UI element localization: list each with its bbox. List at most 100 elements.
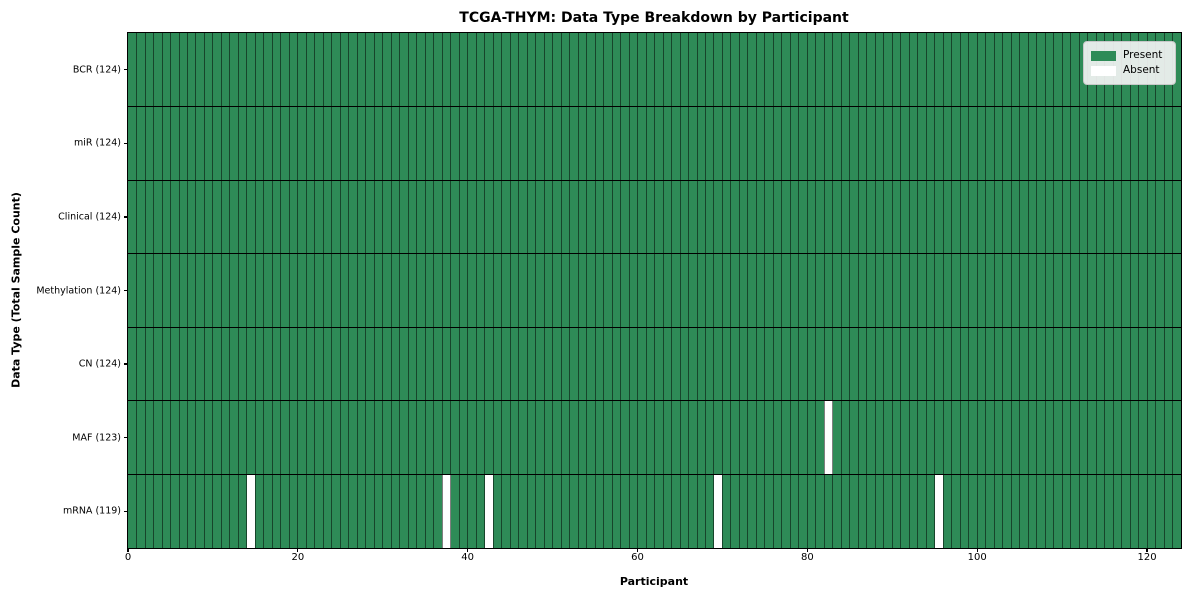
y-tick-label: mRNA (119) bbox=[62, 505, 121, 517]
grid-vline bbox=[874, 33, 876, 548]
x-tick-label: 0 bbox=[124, 552, 132, 563]
grid-vline bbox=[220, 33, 222, 548]
x-tick-mark bbox=[976, 548, 978, 552]
grid-vline bbox=[492, 33, 494, 548]
grid-vline bbox=[1129, 33, 1131, 548]
legend: Present Absent bbox=[1083, 41, 1176, 85]
absent-cell-mRNA-42 bbox=[484, 474, 494, 548]
grid-vline bbox=[552, 33, 554, 548]
y-tick-mark bbox=[124, 142, 128, 144]
grid-vline bbox=[186, 33, 188, 548]
grid-vline bbox=[450, 33, 452, 548]
grid-vline bbox=[356, 33, 358, 548]
grid-vline bbox=[628, 33, 630, 548]
grid-vline bbox=[968, 33, 970, 548]
grid-vline bbox=[738, 33, 740, 548]
grid-vline bbox=[603, 33, 604, 548]
grid-vline bbox=[730, 33, 732, 548]
grid-vline bbox=[365, 33, 367, 548]
grid-vline bbox=[985, 33, 987, 548]
grid-vline bbox=[671, 33, 672, 548]
grid-vline bbox=[798, 33, 800, 548]
grid-vline bbox=[849, 33, 851, 548]
grid-vline bbox=[654, 33, 655, 548]
grid-vline bbox=[518, 33, 520, 548]
grid-vline bbox=[679, 33, 681, 548]
y-tick-label: MAF (123) bbox=[72, 432, 121, 444]
grid-vline bbox=[136, 33, 137, 548]
x-tick-mark bbox=[636, 548, 639, 552]
grid-vline bbox=[1070, 33, 1072, 548]
row-separator bbox=[128, 253, 1181, 255]
grid-vline bbox=[237, 33, 239, 548]
grid-vline bbox=[637, 33, 638, 548]
grid-vline bbox=[246, 33, 248, 548]
grid-vline bbox=[1019, 33, 1021, 548]
grid-vline bbox=[577, 33, 579, 548]
grid-vline bbox=[433, 33, 435, 548]
grid-vline bbox=[441, 33, 443, 548]
x-tick-label: 40 bbox=[461, 552, 475, 563]
grid-vline bbox=[594, 33, 596, 548]
grid-vline bbox=[271, 33, 273, 548]
grid-vline bbox=[526, 33, 528, 548]
grid-vline bbox=[781, 33, 783, 548]
grid-vline bbox=[314, 33, 316, 548]
grid-vline bbox=[688, 33, 689, 548]
grid-vline bbox=[951, 33, 953, 548]
y-tick-mark bbox=[124, 216, 128, 218]
x-tick-label: 100 bbox=[967, 552, 987, 563]
x-tick-label: 120 bbox=[1137, 552, 1157, 563]
y-tick-label: Methylation (124) bbox=[36, 285, 121, 296]
grid-vline bbox=[959, 33, 961, 548]
grid-vline bbox=[305, 33, 307, 548]
grid-vline bbox=[458, 33, 460, 548]
absent-cell-mRNA-95 bbox=[934, 474, 944, 548]
grid-vline bbox=[934, 33, 936, 548]
grid-vline bbox=[144, 33, 146, 548]
grid-vline bbox=[1095, 33, 1097, 548]
grid-vline bbox=[705, 33, 706, 548]
y-tick-mark bbox=[124, 289, 128, 292]
y-tick-mark bbox=[124, 363, 128, 365]
grid-vline bbox=[1104, 33, 1105, 548]
grid-vline bbox=[288, 33, 290, 548]
x-tick-label: 80 bbox=[800, 552, 814, 563]
grid-vline bbox=[815, 33, 817, 548]
grid-vline bbox=[1087, 33, 1089, 548]
x-tick-label: 60 bbox=[631, 552, 644, 563]
grid-vline bbox=[789, 33, 791, 548]
grid-vline bbox=[390, 33, 392, 548]
grid-vline bbox=[917, 33, 919, 548]
grid-vline bbox=[254, 33, 256, 548]
grid-vline bbox=[1146, 33, 1148, 548]
grid-vline bbox=[823, 33, 825, 548]
grid-vline bbox=[772, 33, 774, 548]
grid-vline bbox=[764, 33, 766, 548]
y-tick-mark bbox=[124, 510, 128, 512]
grid-vline bbox=[560, 33, 562, 548]
row-separator bbox=[128, 179, 1181, 181]
grid-vline bbox=[569, 33, 571, 548]
grid-vline bbox=[297, 33, 299, 548]
grid-vline bbox=[170, 33, 171, 548]
grid-vline bbox=[900, 33, 902, 548]
grid-vline bbox=[942, 33, 944, 548]
grid-vline bbox=[1138, 33, 1139, 548]
grid-vline bbox=[891, 33, 893, 548]
grid-vline bbox=[382, 33, 384, 548]
grid-vline bbox=[908, 33, 910, 548]
grid-vline bbox=[407, 33, 409, 548]
grid-vline bbox=[229, 33, 231, 548]
grid-vline bbox=[696, 33, 698, 548]
grid-vline bbox=[475, 33, 477, 548]
legend-label: Present bbox=[1123, 49, 1163, 61]
grid-vline bbox=[840, 33, 842, 548]
y-axis-label: Data Type (Total Sample Count) bbox=[9, 192, 23, 388]
row-separator bbox=[128, 326, 1181, 328]
grid-vline bbox=[331, 33, 333, 548]
y-tick-label: BCR (124) bbox=[72, 64, 121, 76]
grid-vline bbox=[1002, 33, 1004, 548]
grid-vline bbox=[1036, 33, 1038, 548]
